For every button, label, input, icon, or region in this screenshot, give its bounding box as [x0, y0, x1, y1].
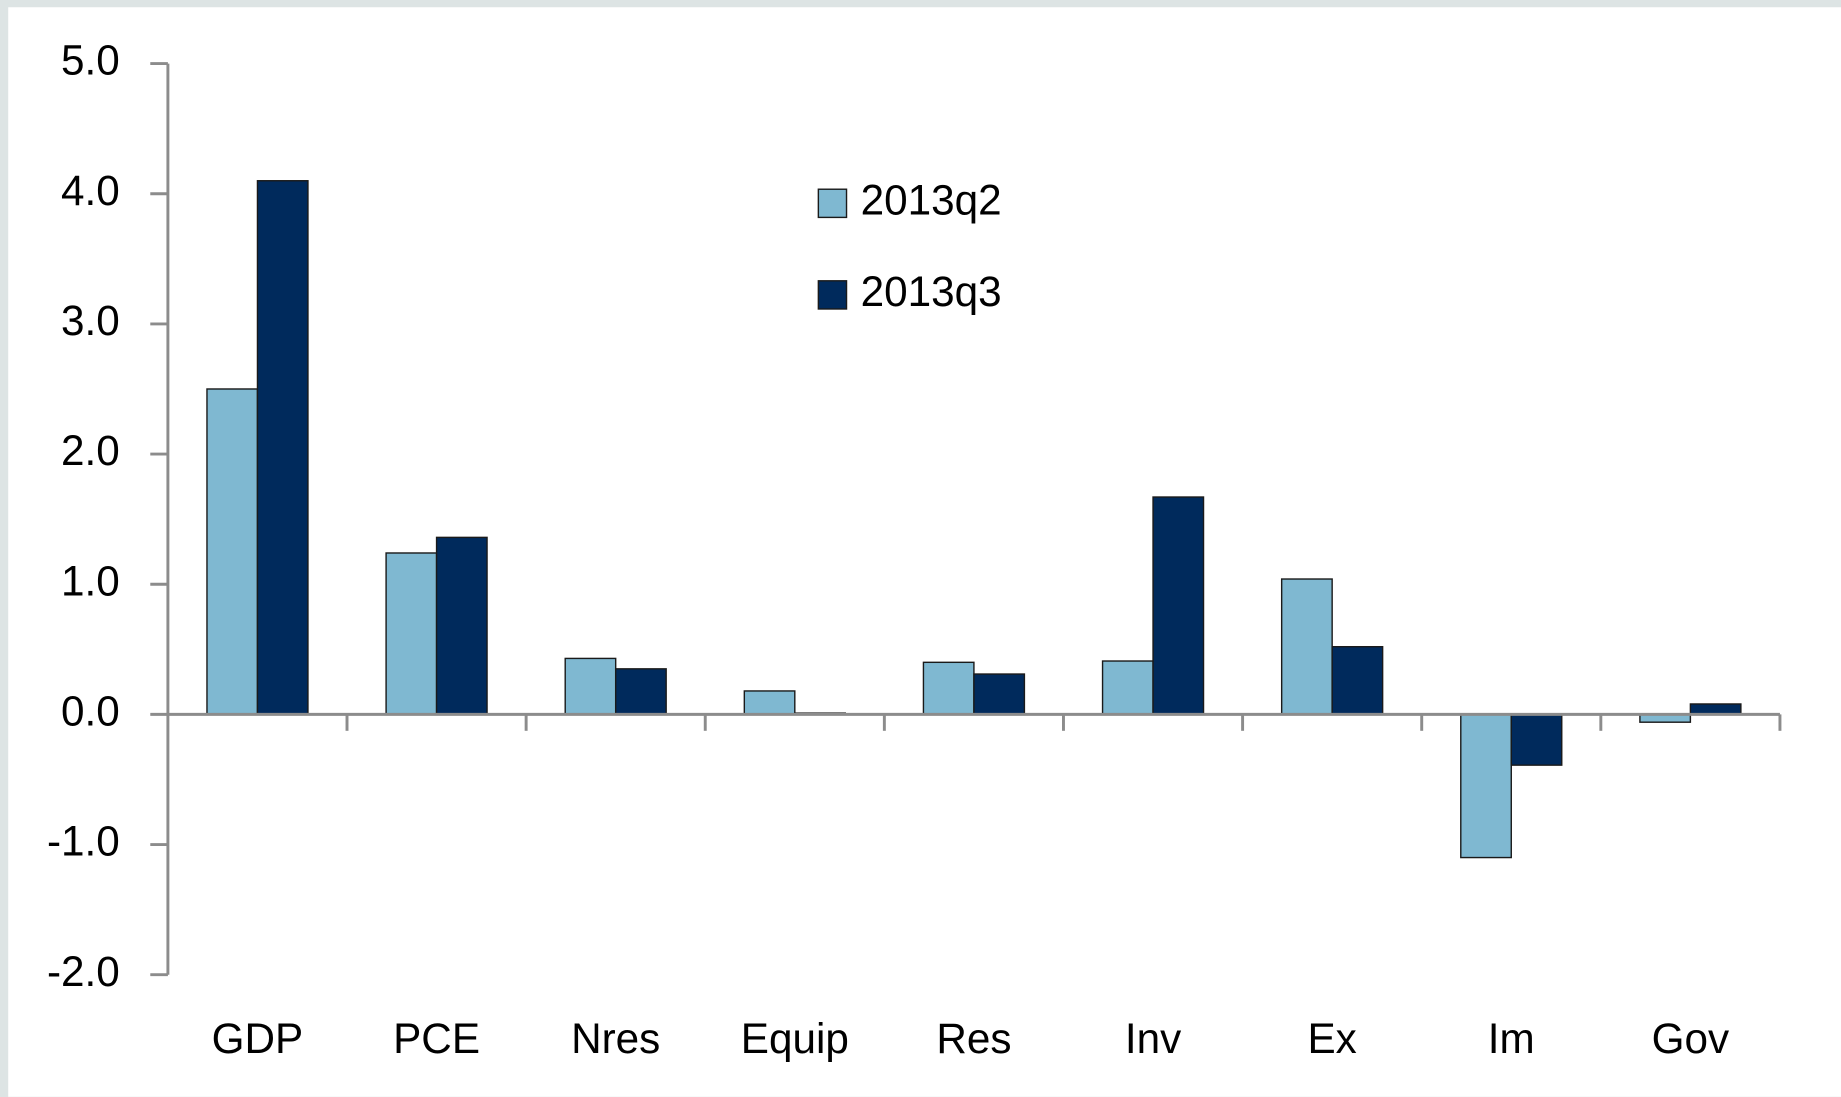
bar	[385, 552, 438, 716]
bar	[1280, 578, 1333, 716]
x-tick-label: Res	[936, 1015, 1011, 1062]
bar	[564, 657, 617, 716]
y-tick-label: 1.0	[61, 557, 120, 604]
y-tick-label: -2.0	[47, 948, 120, 995]
legend-label: 2013q3	[861, 268, 1002, 315]
plot-background	[8, 7, 1841, 1097]
bar	[614, 668, 667, 716]
y-tick-label: 3.0	[61, 297, 120, 344]
x-tick-label: Nres	[571, 1015, 660, 1062]
y-tick-label: -1.0	[47, 818, 120, 865]
bar	[256, 180, 309, 716]
legend-swatch	[817, 280, 848, 310]
y-tick-label: 5.0	[61, 37, 120, 84]
y-tick-label: 0.0	[61, 688, 120, 735]
x-tick-label: Gov	[1652, 1015, 1730, 1062]
bar	[435, 536, 488, 716]
bar	[743, 690, 796, 716]
bar	[1152, 496, 1205, 716]
bar	[1510, 713, 1563, 766]
x-tick-label: GDP	[212, 1015, 304, 1062]
bar	[973, 673, 1026, 716]
x-tick-label: PCE	[393, 1015, 480, 1062]
legend-label: 2013q2	[861, 176, 1002, 223]
x-tick-label: Equip	[741, 1015, 849, 1062]
bar	[1460, 713, 1512, 859]
legend-swatch	[817, 188, 848, 219]
bar	[1689, 703, 1742, 716]
x-tick-label: Ex	[1307, 1015, 1356, 1062]
x-tick-label: Im	[1488, 1015, 1535, 1062]
bar	[922, 661, 975, 716]
x-tick-label: Inv	[1125, 1015, 1181, 1062]
y-tick-label: 2.0	[61, 427, 120, 474]
y-tick-label: 4.0	[61, 167, 120, 214]
bar	[1101, 660, 1154, 716]
bar	[206, 388, 259, 716]
bar	[1331, 645, 1384, 716]
